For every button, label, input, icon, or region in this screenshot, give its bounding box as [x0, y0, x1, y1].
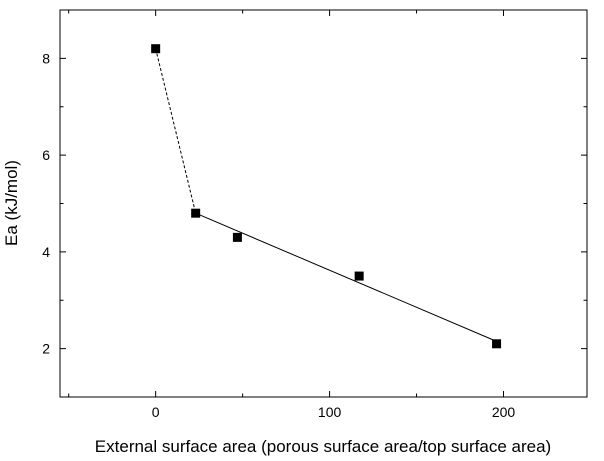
- axis-ticks: 0 100 200 2 4 6 8: [42, 9, 587, 420]
- y-tick-label: 8: [42, 50, 50, 66]
- x-axis-label: External surface area (porous surface ar…: [95, 437, 551, 456]
- x-tick-label: 200: [492, 404, 516, 420]
- dashed-fit-line: [155, 48, 197, 214]
- y-tick-label: 4: [42, 244, 50, 260]
- data-point: [232, 232, 242, 242]
- data-point: [492, 339, 502, 349]
- fit-lines: [155, 48, 497, 342]
- x-tick-label: 0: [152, 404, 160, 420]
- data-point: [191, 208, 201, 218]
- plot-frame: [59, 9, 588, 398]
- y-tick-label: 2: [42, 341, 50, 357]
- data-point: [354, 271, 364, 281]
- x-tick-label: 100: [318, 404, 342, 420]
- y-axis-label: Ea (kJ/mol): [2, 160, 21, 246]
- data-point: [151, 44, 161, 54]
- data-points: [151, 44, 502, 349]
- y-tick-label: 6: [42, 147, 50, 163]
- solid-fit-line: [195, 212, 497, 342]
